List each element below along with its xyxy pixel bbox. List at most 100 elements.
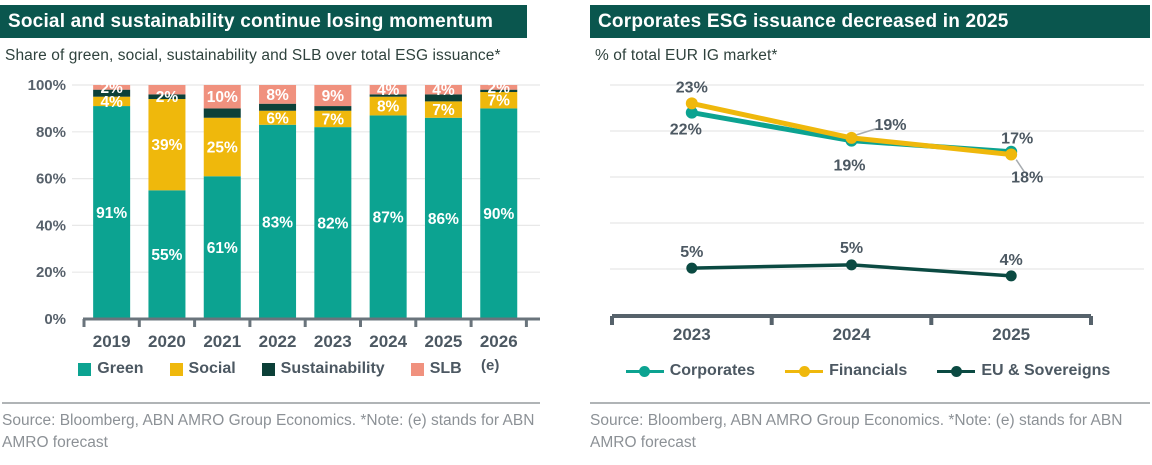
marker-dot (639, 365, 651, 377)
legend-label: Financials (829, 362, 908, 379)
legend-label: Social (188, 360, 236, 377)
legend-label: Green (97, 360, 144, 377)
bar-segment-sustainability-2020 (148, 94, 186, 100)
bar-segment-social-2021 (203, 117, 241, 177)
bar-value-label: 39% (151, 137, 182, 154)
sustainability-swatch-icon (261, 362, 275, 376)
bar-segment-sustainability-2019 (93, 89, 131, 97)
bar-segment-social-2022 (259, 110, 297, 125)
bar-value-label: 8% (266, 87, 289, 104)
data-label-financials-2023: 23% (676, 79, 708, 96)
bar-segment-green-2022 (259, 124, 297, 319)
data-label-eu-sovereigns-2025: 4% (1000, 252, 1023, 269)
bar-segment-sustainability-2021 (203, 108, 241, 118)
bar-segment-green-2025 (424, 117, 462, 319)
marker-dot (950, 365, 962, 377)
x-axis-label: 2026 (480, 332, 518, 351)
bar-value-label: 61% (207, 240, 238, 257)
x-axis-label: 2021 (203, 332, 241, 351)
point-financials-2023 (685, 97, 698, 110)
left-chart-legend: Green Social Sustainability SLB (e) (0, 356, 540, 382)
x-axis-label: 2025 (425, 332, 463, 351)
bar-segment-slb-2024 (369, 85, 407, 95)
bar-value-label: 7% (322, 111, 345, 128)
left-chart-subtitle: Share of green, social, sustainability a… (5, 47, 501, 64)
data-label-corporates-2024: 19% (833, 158, 865, 175)
x-axis-line (82, 317, 540, 327)
x-axis-label: 2023 (314, 332, 352, 351)
bar-segment-green-2026 (480, 108, 518, 320)
financials-line-marker-icon (785, 365, 824, 377)
social-swatch-icon (169, 362, 183, 376)
label-leader-line (1015, 159, 1025, 173)
point-corporates-2023 (685, 106, 698, 119)
data-label-corporates-2023: 22% (670, 122, 702, 139)
slb-swatch-icon (410, 362, 424, 376)
bar-segment-sustainability-2022 (259, 103, 297, 111)
bar-value-label: 6% (266, 110, 289, 127)
legend-item-social: Social (169, 360, 236, 378)
bar-value-label: 86% (428, 211, 459, 228)
x-axis-line (610, 314, 1093, 325)
bar-segment-slb-2019 (93, 85, 131, 90)
corporates-line-marker-icon (625, 365, 664, 377)
bar-value-label: 4% (432, 82, 455, 99)
bar-segment-social-2025 (424, 101, 462, 118)
left-chart-title: Social and sustainability continue losin… (8, 11, 494, 32)
x-axis-label: 2019 (93, 332, 131, 351)
right-chart-legend: Corporates Financials EU & Sovereigns (584, 358, 1152, 384)
stacked-bar-chart: 0%20%40%60%80%100%91%4%2%201955%39%2%202… (28, 77, 540, 351)
bar-segment-slb-2023 (314, 85, 352, 107)
point-eu-sovereigns-2024 (846, 259, 857, 271)
bar-segment-green-2024 (369, 115, 407, 319)
data-label-financials-2024: 19% (874, 117, 906, 134)
left-title-band: Social and sustainability continue losin… (0, 5, 527, 38)
bar-value-label: 4% (377, 82, 400, 99)
legend-label: EU & Sovereigns (981, 362, 1111, 379)
point-eu-sovereigns-2025 (1005, 270, 1017, 282)
bar-value-label: 10% (207, 89, 238, 106)
data-label-financials-2025: 17% (1001, 130, 1033, 147)
data-label-eu-sovereigns-2024: 5% (840, 240, 863, 257)
bar-segment-green-2019 (93, 106, 131, 319)
legend-item-eu-sovereigns: EU & Sovereigns (937, 362, 1110, 380)
right-chart-title: Corporates ESG issuance decreased in 202… (598, 11, 1009, 32)
x-axis-label: 2024 (369, 332, 407, 351)
bar-segment-social-2023 (314, 110, 352, 128)
right-chart-subtitle: % of total EUR IG market* (595, 47, 778, 64)
bar-segment-slb-2025 (424, 85, 462, 95)
esg-report-charts: Social and sustainability continue losin… (0, 5, 1152, 454)
bar-value-label: 8% (377, 99, 400, 116)
bar-segment-social-2019 (93, 96, 131, 107)
bar-value-label: 2% (100, 80, 123, 97)
legend-item-green: Green (78, 360, 144, 378)
bar-value-label: 9% (322, 88, 345, 105)
bar-segment-sustainability-2023 (314, 106, 352, 111)
x-axis-label: 2024 (833, 325, 871, 344)
right-chart-footer: Source: Bloomberg, ABN AMRO Group Econom… (590, 402, 1150, 454)
legend-item-financials: Financials (785, 362, 907, 380)
label-leader-line (856, 128, 876, 136)
bar-segment-slb-2026 (480, 85, 518, 90)
point-financials-2024 (845, 131, 858, 144)
bar-value-label: 87% (373, 210, 404, 227)
legend-item-slb: SLB (410, 360, 462, 378)
legend-item-corporates: Corporates (625, 362, 756, 380)
y-axis-label: 80% (36, 124, 66, 141)
bar-segment-social-2020 (148, 99, 186, 191)
data-label-eu-sovereigns-2023: 5% (680, 244, 703, 261)
bar-value-label: 25% (207, 140, 238, 157)
bar-value-label: 55% (151, 247, 182, 264)
legend-label: Corporates (669, 362, 756, 379)
left-chart-footer: Source: Bloomberg, ABN AMRO Group Econom… (2, 402, 540, 454)
point-eu-sovereigns-2023 (686, 262, 698, 274)
bar-segment-slb-2022 (259, 85, 297, 104)
left-source-text: Source: Bloomberg, ABN AMRO Group Econom… (2, 412, 535, 451)
bar-segment-social-2024 (369, 96, 407, 116)
bar-value-label: 2% (488, 80, 511, 97)
legend-label: SLB (429, 360, 462, 377)
bar-segment-green-2020 (148, 190, 186, 319)
bar-value-label: 2% (156, 89, 179, 106)
bar-value-label: 82% (317, 216, 348, 233)
bar-segment-slb-2021 (203, 85, 241, 109)
